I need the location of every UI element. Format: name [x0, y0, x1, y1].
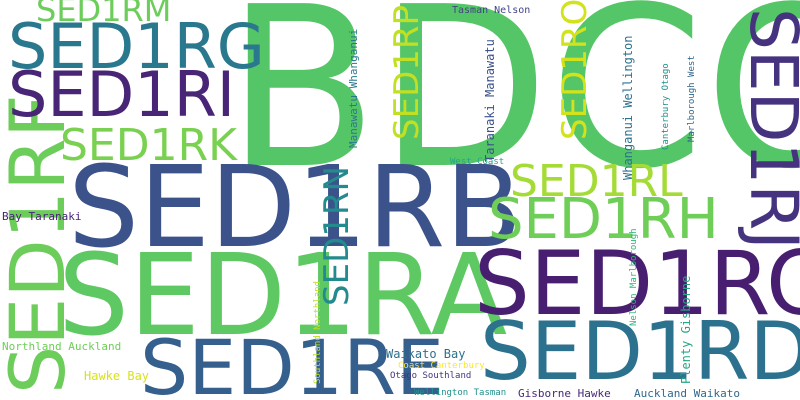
word-sed1ri: SED1RI: [8, 58, 236, 131]
word-wellington-tasman: Wellington Tasman: [414, 388, 507, 398]
word-sed1rb: SED1RB: [68, 143, 523, 273]
word-sed1rk: SED1RK: [60, 120, 238, 171]
word-bdcq: BDCQ: [226, 0, 800, 218]
word-southland-northland: Southland Northland: [313, 281, 323, 384]
word-whanganui-wellington: Whanganui Wellington: [621, 35, 635, 181]
word-coast-canterbury: Coast Canterbury: [398, 361, 485, 371]
word-plenty-gisborne: Plenty Gisborne: [679, 275, 693, 384]
word-marlborough-west: Marlborough West: [687, 55, 697, 142]
word-manawatu-whanganui: Manawatu Whanganui: [347, 28, 360, 148]
word-sed1re: SED1RE: [140, 323, 444, 400]
word-canterbury-otago: Canterbury Otago: [661, 63, 671, 150]
word-auckland-waikato: Auckland Waikato: [634, 387, 740, 400]
word-otago-southland: Otago Southland: [390, 371, 472, 381]
word-sed1rm: SED1RM: [36, 0, 172, 29]
word-sed1rd: SED1RD: [480, 305, 800, 398]
word-tasman-nelson: Tasman Nelson: [452, 5, 531, 16]
word-sed1rh: SED1RH: [488, 187, 719, 252]
word-sed1rc: SED1RC: [474, 232, 800, 335]
word-sed1rn: SED1RN: [317, 166, 357, 306]
word-sed1rg: SED1RG: [8, 10, 265, 83]
word-sed1ra: SED1RA: [58, 231, 508, 361]
word-sed1ro: SED1RO: [555, 0, 595, 140]
word-northland-auckland: Northland Auckland: [2, 340, 122, 353]
word-waikato-bay: Waikato Bay: [386, 347, 466, 361]
word-sed1rl: SED1RL: [510, 156, 683, 207]
word-west-coast: West Coast: [450, 157, 505, 167]
word-sed1rp: SED1RP: [387, 4, 427, 140]
word-gisborne-hawke: Gisborne Hawke: [518, 387, 611, 400]
word-nelson-marlborough: Nelson Marlborough: [629, 228, 639, 326]
word-bay-taranaki: Bay Taranaki: [2, 210, 82, 223]
word-hawke-bay: Hawke Bay: [84, 369, 150, 383]
word-sed1rj: SED1RJ: [735, 8, 800, 250]
word-taranaki-manawatu: Taranaki Manawatu: [483, 39, 497, 162]
